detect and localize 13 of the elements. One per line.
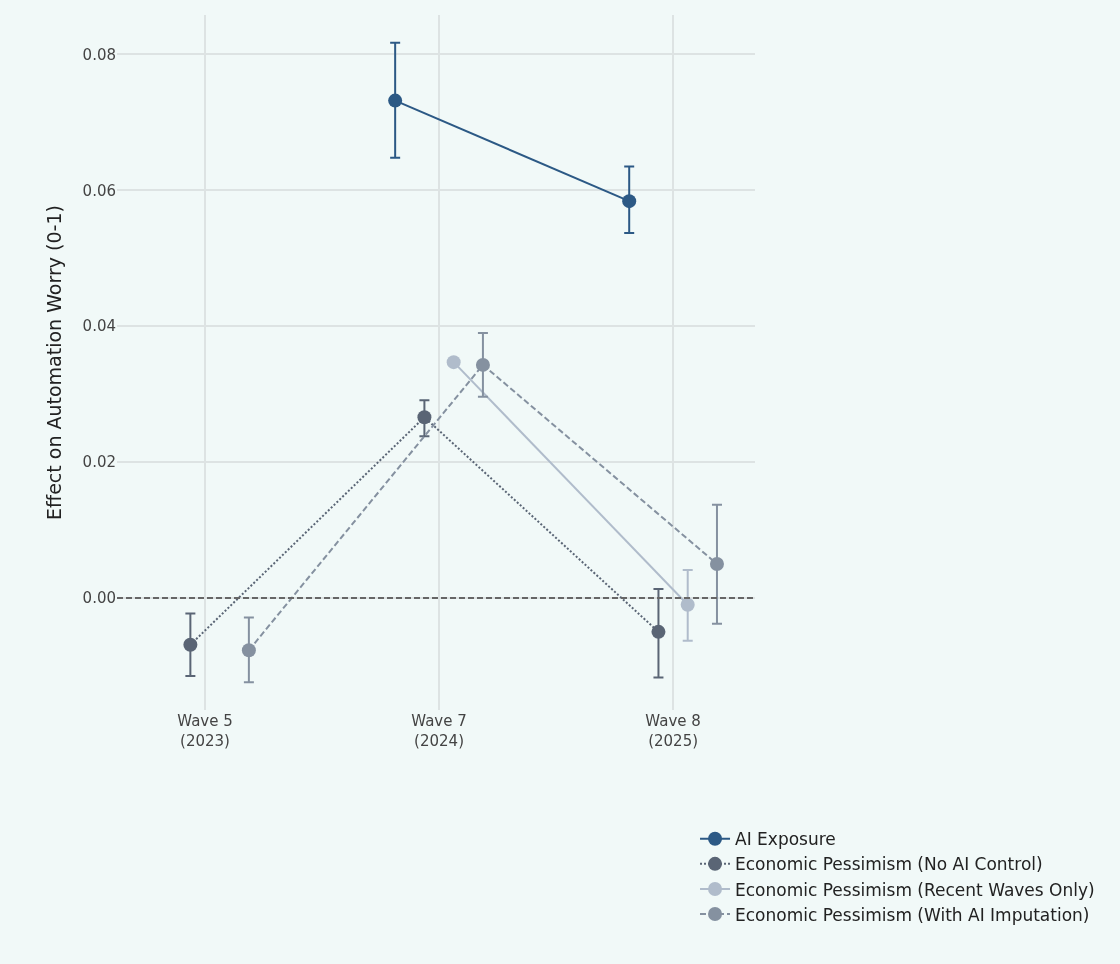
y-tick-label: 0.04: [82, 317, 116, 336]
x-tick-label: Wave 5 (2023): [177, 712, 233, 750]
y-tick-label: 0.02: [82, 453, 116, 472]
x-tick-label: Wave 8 (2025): [645, 712, 701, 750]
legend-label: AI Exposure: [735, 829, 836, 850]
y-tick-label: 0.06: [82, 181, 116, 200]
x-tick-label: Wave 7 (2024): [411, 712, 467, 750]
y-tick-label: 0.08: [82, 45, 116, 64]
y-tick-label: 0.00: [82, 589, 116, 608]
y-axis-title: Effect on Automation Worry (0-1): [43, 205, 66, 520]
legend-label: Economic Pessimism (Recent Waves Only): [735, 879, 1095, 900]
legend-label: Economic Pessimism (No AI Control): [735, 854, 1043, 875]
legend-label: Economic Pessimism (With AI Imputation): [735, 904, 1090, 925]
